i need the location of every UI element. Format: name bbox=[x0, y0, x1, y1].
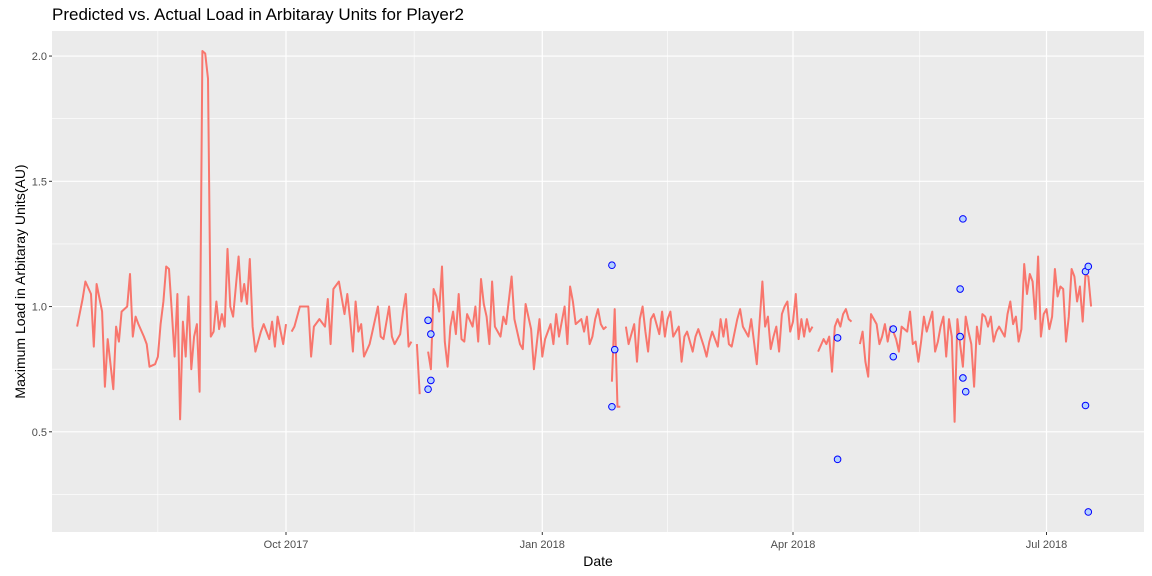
y-tick-label: 2.0 bbox=[32, 51, 47, 63]
x-tick-label: Jan 2018 bbox=[520, 539, 565, 551]
actual-load-point bbox=[424, 316, 432, 325]
actual-load-point bbox=[610, 345, 619, 354]
y-tick-label: 1.5 bbox=[32, 176, 47, 188]
x-tick-label: Oct 2017 bbox=[264, 539, 309, 551]
y-tick-label: 0.5 bbox=[32, 427, 47, 439]
actual-load-point bbox=[427, 330, 435, 338]
x-axis-title: Date bbox=[583, 553, 613, 569]
actual-load-point bbox=[1081, 401, 1090, 410]
axis-layer: 0.5 1.0 1.5 2.0 Oct 2017 Jan 2018 Apr 2018 Jul … bbox=[32, 51, 1068, 551]
actual-load-point bbox=[424, 385, 432, 394]
y-axis-title: Maximum Load in Arbitaray Units(AU) bbox=[12, 164, 28, 398]
actual-load-point bbox=[956, 285, 964, 293]
actual-load-point bbox=[889, 325, 898, 333]
actual-load-point bbox=[427, 376, 435, 385]
predicted-load-line bbox=[858, 255, 1093, 423]
series-layer bbox=[76, 50, 1093, 423]
actual-load-point bbox=[959, 374, 967, 382]
actual-load-point bbox=[833, 334, 842, 342]
predicted-load-line bbox=[624, 280, 814, 366]
actual-load-point bbox=[889, 352, 898, 361]
actual-load-point bbox=[959, 215, 967, 223]
actual-load-point bbox=[1084, 508, 1093, 516]
actual-load-point bbox=[956, 332, 964, 341]
x-tick-label: Apr 2018 bbox=[771, 539, 816, 551]
predicted-load-line bbox=[415, 344, 421, 395]
points-layer bbox=[424, 215, 1093, 516]
actual-load-point bbox=[1084, 262, 1093, 271]
plot-panel bbox=[52, 31, 1144, 532]
predicted-load-line bbox=[610, 308, 621, 408]
x-tick-label: Jul 2018 bbox=[1026, 539, 1068, 551]
predicted-load-line bbox=[76, 50, 287, 421]
actual-load-point bbox=[961, 387, 970, 396]
predicted-load-line bbox=[290, 280, 413, 358]
chart-title: Predicted vs. Actual Load in Arbitaray U… bbox=[52, 5, 464, 24]
actual-load-point bbox=[833, 455, 842, 464]
y-tick-label: 1.0 bbox=[32, 302, 47, 314]
predicted-load-line bbox=[427, 265, 608, 371]
actual-load-point bbox=[608, 402, 616, 411]
actual-load-point bbox=[608, 261, 616, 270]
gridlines bbox=[52, 31, 1144, 532]
predicted-load-line bbox=[817, 308, 853, 373]
